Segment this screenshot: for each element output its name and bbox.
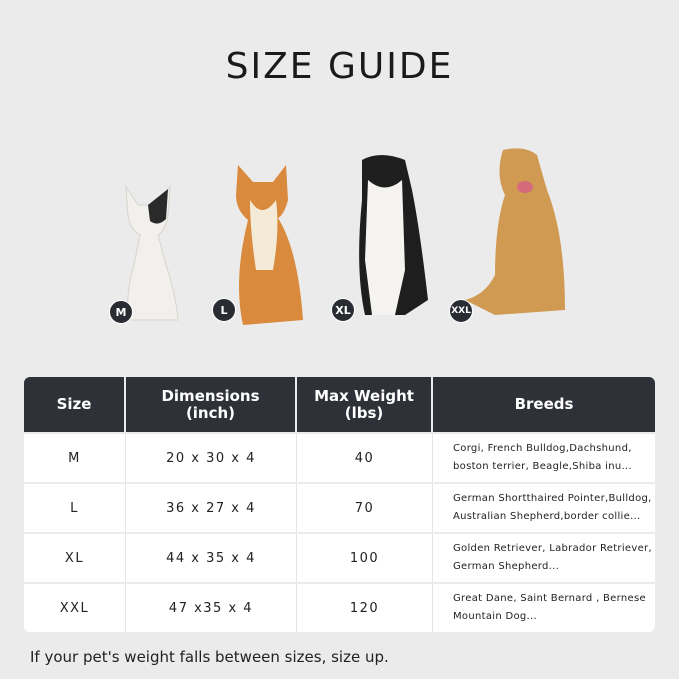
header-breeds: Breeds: [514, 395, 574, 413]
header-size: Size: [24, 377, 126, 432]
cell-size: XL: [24, 534, 126, 582]
cell-max-weight: 100: [297, 534, 433, 582]
golden-retriever-image: [465, 148, 565, 315]
table-row: L 36 x 27 x 4 70 German Shortthaired Poi…: [24, 482, 655, 532]
cell-size: M: [24, 434, 126, 482]
cell-breeds: Great Dane, Saint Bernard , Bernese Moun…: [453, 593, 646, 622]
cell-size: L: [24, 484, 126, 532]
cell-dimensions: 36 x 27 x 4: [126, 484, 297, 532]
header-dimensions: Dimensions (inch): [126, 377, 297, 432]
cell-dimensions: 47 x35 x 4: [126, 584, 297, 632]
cell-dimensions: 20 x 30 x 4: [126, 434, 297, 482]
cell-size: XXL: [24, 584, 126, 632]
cell-breeds: German Shortthaired Pointer,Bulldog, Aus…: [453, 493, 652, 522]
size-badge-xxl: XXL: [449, 299, 473, 323]
french-bulldog-image: [125, 185, 179, 321]
table-row: XL 44 x 35 x 4 100 Golden Retriever, Lab…: [24, 532, 655, 582]
cell-max-weight: 70: [297, 484, 433, 532]
cell-max-weight: 40: [297, 434, 433, 482]
size-badge-m: M: [109, 300, 133, 324]
size-badge-l: L: [212, 298, 236, 322]
sizing-note: If your pet's weight falls between sizes…: [30, 648, 389, 666]
cell-max-weight: 120: [297, 584, 433, 632]
table-header: Size Dimensions (inch) Max Weight (lbs) …: [24, 377, 655, 432]
page-title: SIZE GUIDE: [225, 46, 454, 87]
header-max-weight: Max Weight (lbs): [297, 377, 433, 432]
cell-breeds: Golden Retriever, Labrador Retriever, Ge…: [453, 543, 652, 572]
border-collie-image: [359, 155, 428, 315]
cell-dimensions: 44 x 35 x 4: [126, 534, 297, 582]
cell-breeds: Corgi, French Bulldog,Dachshund, boston …: [453, 443, 632, 472]
size-badge-xl: XL: [331, 298, 355, 322]
size-table: Size Dimensions (inch) Max Weight (lbs) …: [24, 377, 655, 632]
table-row: M 20 x 30 x 4 40 Corgi, French Bulldog,D…: [24, 432, 655, 482]
table-row: XXL 47 x35 x 4 120 Great Dane, Saint Ber…: [24, 582, 655, 632]
shiba-inu-image: [236, 165, 303, 325]
